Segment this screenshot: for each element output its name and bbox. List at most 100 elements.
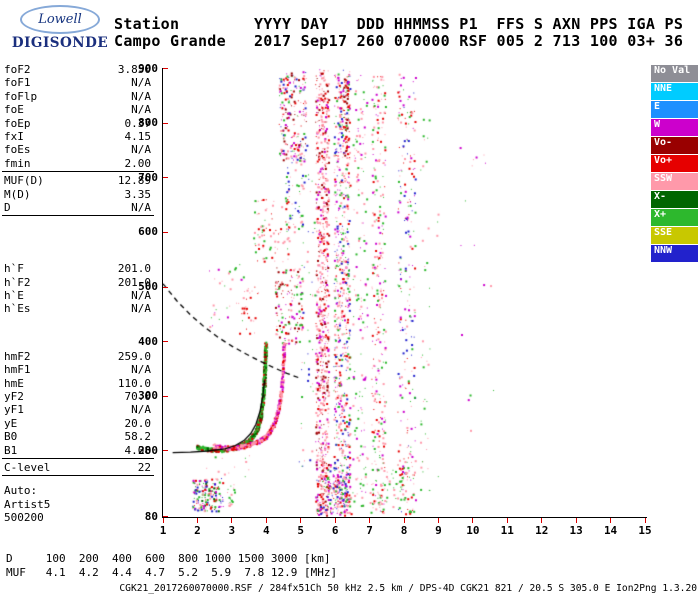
param-label: foF1 [4, 76, 31, 90]
scaled-parameters-panel: foF2 3.850 foF1 N/A foFlp N/A foE N/A foEp 0.37 fx… [2, 63, 154, 525]
param-value: 0.37 [124, 116, 152, 130]
y-tick-mark [163, 341, 168, 343]
param-value: 20.0 [124, 416, 152, 430]
ionogram-plot-canvas [163, 68, 646, 518]
x-tick-label-8: 8 [400, 524, 408, 537]
x-tick-mark [403, 518, 405, 523]
param-row-he: h`E N/A [2, 289, 154, 302]
legend-item-nne: NNE [651, 83, 698, 100]
param-label: h`F [4, 262, 24, 276]
param-label: M(D) [4, 187, 31, 201]
param-label: foFlp [4, 89, 38, 103]
param-row-foes: foEs N/A [2, 143, 154, 156]
param-separator [2, 215, 154, 217]
y-tick-mark [163, 122, 168, 124]
header-values-line: Campo Grande 2017 Sep17 260 070000 RSF 0… [114, 32, 684, 50]
param-label: h`F2 [4, 275, 31, 289]
x-tick-mark [162, 518, 164, 523]
y-tick-label-80: 80 [144, 509, 158, 523]
x-tick-label-11: 11 [500, 524, 514, 537]
param-label: Artist5 [4, 497, 51, 511]
y-tick-mark [163, 68, 168, 69]
param-value: 4.15 [124, 129, 152, 143]
param-label: h`Es [4, 302, 31, 316]
distance-muf-table: D 100 200 400 600 800 1000 1500 3000 [km… [6, 552, 337, 579]
y-tick-label-500: 500 [138, 280, 158, 294]
param-value: 4.08 [124, 443, 152, 457]
param-row-hmf2: hmF2 259.0 [2, 350, 154, 363]
param-label: yF1 [4, 403, 24, 417]
x-tick-mark [472, 518, 474, 523]
x-tick-label-3: 3 [228, 524, 236, 537]
param-value: N/A [131, 363, 151, 377]
param-label: MUF(D) [4, 174, 44, 188]
param-row-d: D N/A [2, 201, 154, 214]
param-label: fxI [4, 129, 24, 143]
legend-item-x-: X- [651, 191, 698, 208]
x-tick-label-1: 1 [159, 524, 167, 537]
legend-item-sse: SSE [651, 227, 698, 244]
param-row-mufd: MUF(D) 12.89 [2, 174, 154, 187]
y-tick-mark [163, 286, 168, 288]
station-header: Station YYYY DAY DDD HHMMSS P1 FFS S AXN… [114, 16, 683, 50]
x-tick-mark [196, 518, 198, 523]
x-tick-label-4: 4 [262, 524, 270, 537]
param-value: 3.850 [117, 63, 151, 76]
param-label: hmF2 [4, 349, 31, 363]
logo-oval: Lowell [20, 5, 100, 34]
param-value: 58.2 [124, 430, 152, 444]
param-row-fof1: foF1 N/A [2, 76, 154, 89]
y-tick-label-700: 700 [138, 170, 158, 184]
param-label: B1 [4, 443, 18, 457]
param-row-hf: h`F 201.0 [2, 262, 154, 275]
param-row-yf1: yF1 N/A [2, 403, 154, 416]
param-label: D [4, 200, 11, 214]
param-label: Auto: [4, 484, 38, 498]
param-row-b0: B0 58.2 [2, 430, 154, 443]
param-label: hmE [4, 376, 24, 390]
legend-item-no-val: No Val [651, 65, 698, 82]
param-value: N/A [131, 289, 151, 303]
x-tick-mark [506, 518, 508, 523]
muf-row: MUF 4.1 4.2 4.4 4.7 5.2 5.9 7.8 12.9 [MH… [6, 565, 338, 579]
param-value: 70.0 [124, 390, 152, 404]
x-tick-mark [610, 518, 612, 523]
legend-item-ssw: SSW [651, 173, 698, 190]
x-tick-mark [300, 518, 302, 523]
x-tick-label-2: 2 [194, 524, 201, 537]
param-value: N/A [131, 89, 151, 103]
y-tick-label-400: 400 [138, 334, 158, 348]
param-row-ye: yE 20.0 [2, 417, 154, 430]
param-value: N/A [131, 143, 151, 157]
legend-item-e: E [651, 101, 698, 118]
x-tick-mark [369, 518, 371, 523]
param-label: h`E [4, 289, 24, 303]
x-tick-label-12: 12 [535, 524, 549, 537]
y-tick-label-300: 300 [138, 389, 158, 403]
x-tick-label-15: 15 [638, 524, 652, 537]
param-value: 201.0 [117, 275, 151, 289]
y-tick-label-900: 900 [138, 61, 158, 75]
param-row-foe: foE N/A [2, 103, 154, 116]
param-label: hmF1 [4, 363, 31, 377]
param-value: N/A [131, 403, 151, 417]
distance-row: D 100 200 400 600 800 1000 1500 3000 [km… [6, 552, 331, 565]
legend-item-w: W [651, 119, 698, 136]
x-tick-mark [334, 518, 336, 523]
x-tick-mark [575, 518, 577, 523]
param-value: 22 [137, 460, 151, 474]
y-tick-label-800: 800 [138, 116, 158, 130]
legend-item-x+: X+ [651, 209, 698, 226]
x-tick-mark [231, 518, 233, 523]
x-tick-label-10: 10 [466, 524, 480, 537]
param-label: fmin [4, 156, 31, 170]
param-row-yf2: yF2 70.0 [2, 390, 154, 403]
file-info-line: CGK21_2017260070000.RSF / 284fx51Ch 50 k… [119, 583, 697, 594]
param-label: foEp [4, 116, 31, 130]
param-value: N/A [131, 76, 151, 90]
y-tick-label-200: 200 [138, 443, 158, 457]
param-row-hf2: h`F2 201.0 [2, 276, 154, 289]
param-value: 259.0 [117, 349, 151, 363]
param-row-hmf1: hmF1 N/A [2, 363, 154, 376]
